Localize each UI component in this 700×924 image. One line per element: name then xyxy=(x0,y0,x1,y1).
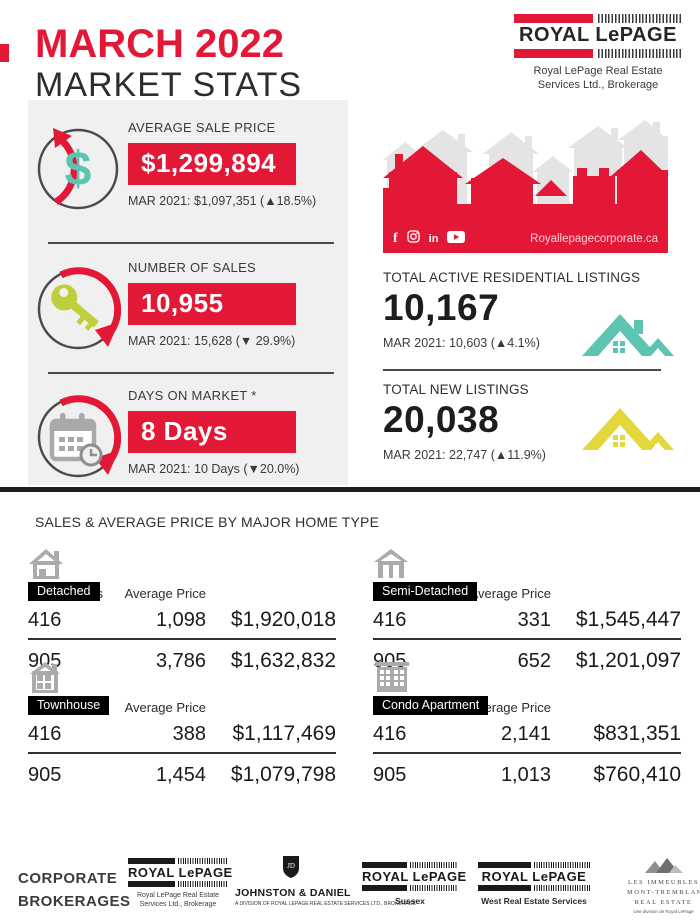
table-row: 416 2,141 $831,351 xyxy=(373,715,681,754)
table-row: 905 652 $1,201,097 xyxy=(373,649,681,672)
title-block: MARCH 2022 MARKET STATS xyxy=(35,24,302,105)
condo-apartment-icon xyxy=(373,662,681,693)
yellow-roof-icon xyxy=(582,394,674,457)
logo-bottom-bar xyxy=(514,49,682,58)
table-condo-apartment: Condo Apartment Sales Average Price 416 … xyxy=(373,662,681,793)
royal-lepage-logo: ROYAL LePAGE Royal LePage Real Estate Se… xyxy=(514,14,682,93)
youtube-icon[interactable] xyxy=(447,230,466,248)
footer-west-logo: ROYAL LePAGE West Real Estate Services xyxy=(478,862,590,906)
table-header: Semi-Detached Sales Average Price xyxy=(373,582,681,601)
corner-accent-mark xyxy=(0,44,9,62)
instagram-icon[interactable] xyxy=(407,230,420,248)
social-icons: f in xyxy=(393,230,466,248)
stat-average-sale-price: $ AVERAGE SALE PRICE $1,299,894 MAR 2021… xyxy=(28,116,348,212)
footer-mont-tremblant-logo: LES IMMEUBLES MONT-TREMBLANT REAL ESTATE… xyxy=(627,856,700,914)
home-type-badge: Condo Apartment xyxy=(373,696,489,715)
table-row: 416 1,098 $1,920,018 xyxy=(28,601,336,640)
page-subtitle: MARKET STATS xyxy=(35,66,303,104)
footer-sussex-logo: ROYAL LePAGE Sussex xyxy=(362,862,466,906)
panel-divider xyxy=(48,372,334,374)
stat-comparison: MAR 2021: $1,097,351 (▲18.5%) xyxy=(128,194,317,208)
table-header: Condo Apartment Sales Average Price xyxy=(373,696,681,715)
home-type-badge: Semi-Detached xyxy=(373,582,478,601)
listing-label: TOTAL ACTIVE RESIDENTIAL LISTINGS xyxy=(383,270,641,285)
listing-label: TOTAL NEW LISTINGS xyxy=(383,382,529,397)
logo-caption: Royal LePage Real Estate Services Ltd., … xyxy=(533,65,663,92)
stat-comparison: MAR 2021: 10 Days (▼20.0%) xyxy=(128,462,300,476)
svg-text:$: $ xyxy=(65,143,92,196)
table-townhouse: Townhouse Sales Average Price 416 388 $1… xyxy=(28,662,336,793)
table-header: Detached Sales Average Price xyxy=(28,582,336,601)
stat-label: NUMBER OF SALES xyxy=(128,260,257,275)
banner-footer: f in Royallepagecorporate.ca xyxy=(393,230,658,248)
houses-banner-graphic: f in Royallepagecorporate.ca xyxy=(383,112,668,253)
jd-shield-icon: JD xyxy=(283,856,299,878)
facebook-icon[interactable]: f xyxy=(393,231,398,246)
table-detached: Detached Sales Average Price 416 1,098 $… xyxy=(28,548,336,679)
linkedin-icon[interactable]: in xyxy=(428,233,439,245)
total-active-listings: TOTAL ACTIVE RESIDENTIAL LISTINGS 10,167… xyxy=(383,270,674,356)
stat-number-of-sales: NUMBER OF SALES 10,955 MAR 2021: 15,628 … xyxy=(28,256,348,352)
detached-house-icon xyxy=(28,548,336,580)
section-title: SALES & AVERAGE PRICE BY MAJOR HOME TYPE xyxy=(35,514,380,530)
footer-johnston-daniel-logo: JD JOHNSTON & DANIEL A DIVISION OF ROYAL… xyxy=(235,855,416,907)
stat-value: 8 Days xyxy=(128,411,296,453)
footer-rlp-services-logo: ROYAL LePAGE Royal LePage Real Estate Se… xyxy=(128,858,232,909)
home-type-badge: Detached xyxy=(28,582,100,601)
dollar-cycle-icon: $ xyxy=(28,116,128,212)
townhouse-icon xyxy=(28,662,336,694)
calendar-cycle-icon xyxy=(28,384,128,480)
key-stats-panel: $ AVERAGE SALE PRICE $1,299,894 MAR 2021… xyxy=(28,100,348,485)
listing-comparison: MAR 2021: 22,747 (▲11.9%) xyxy=(383,448,546,462)
total-new-listings: TOTAL NEW LISTINGS 20,038 MAR 2021: 22,7… xyxy=(383,382,674,462)
stat-days-on-market: DAYS ON MARKET * 8 Days MAR 2021: 10 Day… xyxy=(28,384,348,480)
semi-detached-house-icon xyxy=(373,548,681,579)
table-row: 905 3,786 $1,632,832 xyxy=(28,649,336,672)
footer-title: CORPORATE BROKERAGES xyxy=(18,870,131,910)
table-header: Townhouse Sales Average Price xyxy=(28,696,336,715)
stat-value: 10,955 xyxy=(128,283,296,325)
table-row: 905 1,013 $760,410 xyxy=(373,763,681,786)
stat-label: AVERAGE SALE PRICE xyxy=(128,120,276,135)
svg-text:JD: JD xyxy=(287,862,295,870)
logo-top-bar xyxy=(514,14,682,23)
table-row: 905 1,454 $1,079,798 xyxy=(28,763,336,786)
key-cycle-icon xyxy=(28,256,128,352)
logo-brand-name: ROYAL LePAGE xyxy=(519,24,677,46)
table-row: 416 388 $1,117,469 xyxy=(28,715,336,754)
section-divider-bar xyxy=(0,487,700,492)
listing-divider xyxy=(383,369,661,371)
table-row: 416 331 $1,545,447 xyxy=(373,601,681,640)
listing-comparison: MAR 2021: 10,603 (▲4.1%) xyxy=(383,336,540,350)
panel-divider xyxy=(48,242,334,244)
teal-roof-icon xyxy=(582,300,674,363)
listing-value: 20,038 xyxy=(383,399,500,440)
col-price: Average Price xyxy=(469,586,551,601)
website-link[interactable]: Royallepagecorporate.ca xyxy=(530,233,658,245)
stat-value: $1,299,894 xyxy=(128,143,296,185)
listing-value: 10,167 xyxy=(383,287,500,328)
col-price: Average Price xyxy=(124,700,206,715)
home-type-badge: Townhouse xyxy=(28,696,110,715)
stat-comparison: MAR 2021: 15,628 (▼ 29.9%) xyxy=(128,334,296,348)
stat-label: DAYS ON MARKET * xyxy=(128,388,257,403)
mountain-icon xyxy=(644,858,683,873)
col-price: Average Price xyxy=(124,586,206,601)
col-price: Average Price xyxy=(469,700,551,715)
page-title: MARCH 2022 xyxy=(35,22,284,66)
table-semi-detached: Semi-Detached Sales Average Price 416 33… xyxy=(373,548,681,679)
